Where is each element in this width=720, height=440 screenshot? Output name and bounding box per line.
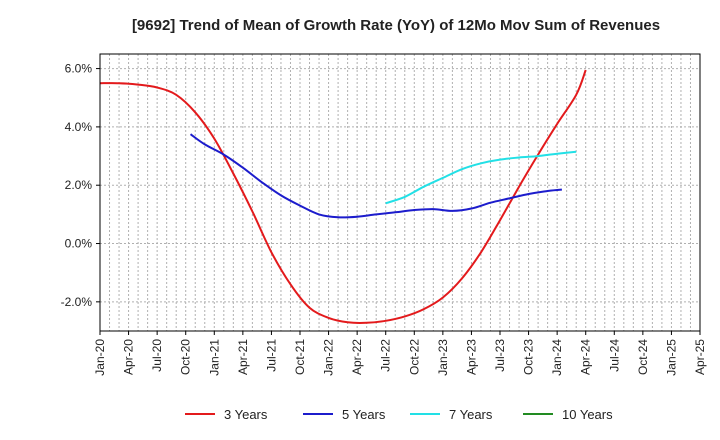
series-line-7-years: [385, 150, 577, 205]
x-tick-label: Oct-20: [179, 339, 193, 375]
x-tick-label: Jan-21: [207, 339, 221, 376]
x-tick-label: Jan-20: [93, 339, 107, 376]
x-tick-label: Jul-21: [264, 339, 278, 372]
x-tick-label: Oct-21: [293, 339, 307, 375]
chart-title: [9692] Trend of Mean of Growth Rate (YoY…: [132, 17, 660, 34]
legend: 3 Years 5 Years 7 Years 10 Years: [185, 407, 613, 422]
grid: [100, 54, 700, 331]
legend-label-7-years: 7 Years: [449, 407, 493, 422]
x-axis: Jan-20 Apr-20 Jul-20 Oct-20 Jan-21 Apr-21 Jul-…: [93, 331, 707, 376]
y-tick-label: 6.0%: [65, 62, 93, 76]
x-tick-label: Jan-22: [322, 339, 336, 376]
series-layer: [99, 69, 587, 324]
x-tick-label: Apr-25: [693, 339, 707, 375]
series-line-5-years: [189, 133, 562, 219]
x-tick-label: Apr-21: [236, 339, 250, 375]
plot-area: [100, 54, 700, 331]
plot-border: [99, 53, 701, 332]
x-tick-label: Apr-24: [579, 339, 593, 375]
x-tick-label: Jan-25: [664, 339, 678, 376]
x-tick-label: Jul-23: [493, 339, 507, 372]
x-tick-label: Jan-24: [550, 339, 564, 376]
x-tick-label: Jul-22: [379, 339, 393, 372]
y-tick-label: -2.0%: [61, 295, 93, 309]
legend-label-3-years: 3 Years: [224, 407, 268, 422]
x-tick-label: Oct-24: [636, 339, 650, 375]
y-tick-label: 2.0%: [65, 178, 93, 192]
x-tick-label: Apr-22: [350, 339, 364, 375]
legend-label-10-years: 10 Years: [562, 407, 613, 422]
x-tick-label: Apr-23: [464, 339, 478, 375]
x-tick-label: Apr-20: [122, 339, 136, 375]
x-tick-label: Oct-22: [407, 339, 421, 375]
y-tick-label: 0.0%: [65, 237, 93, 251]
x-tick-label: Jan-23: [436, 339, 450, 376]
y-tick-label: 4.0%: [65, 120, 93, 134]
y-axis: -2.0% 0.0% 2.0% 4.0% 6.0%: [61, 62, 100, 309]
x-tick-label: Jul-24: [607, 339, 621, 372]
x-tick-label: Oct-23: [522, 339, 536, 375]
legend-label-5-years: 5 Years: [342, 407, 386, 422]
x-tick-label: Jul-20: [150, 339, 164, 372]
